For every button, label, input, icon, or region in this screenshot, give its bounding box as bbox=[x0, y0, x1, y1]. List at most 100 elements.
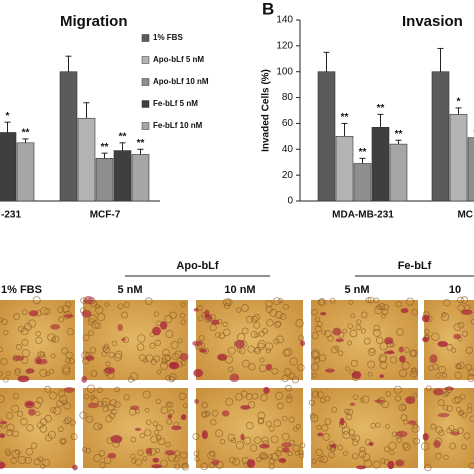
pore bbox=[30, 442, 38, 449]
pore bbox=[443, 454, 449, 460]
pore bbox=[347, 323, 353, 329]
bar bbox=[77, 117, 96, 202]
pore bbox=[367, 360, 376, 369]
pore bbox=[207, 451, 216, 460]
pore bbox=[250, 331, 258, 339]
stained-cell bbox=[17, 375, 30, 383]
pore bbox=[35, 330, 41, 337]
chart-title: Migration bbox=[60, 13, 128, 30]
stained-cell bbox=[422, 336, 429, 343]
stained-cell bbox=[332, 327, 342, 336]
legend-label: Apo-bLf 5 nM bbox=[153, 55, 204, 64]
pore bbox=[241, 304, 249, 312]
stained-cell bbox=[179, 353, 189, 361]
stained-cell bbox=[83, 296, 94, 305]
pore bbox=[168, 375, 175, 383]
pore bbox=[130, 436, 137, 443]
pore bbox=[181, 462, 190, 471]
pore bbox=[375, 336, 384, 345]
pore bbox=[144, 297, 153, 306]
pore bbox=[62, 367, 71, 376]
pore bbox=[310, 362, 319, 371]
legend-swatch bbox=[141, 122, 150, 130]
pore bbox=[251, 392, 259, 400]
pore bbox=[361, 395, 370, 404]
pore bbox=[402, 442, 409, 449]
pore bbox=[39, 351, 46, 358]
pore bbox=[310, 414, 319, 423]
pore bbox=[265, 299, 273, 308]
bar bbox=[113, 150, 132, 202]
pore bbox=[352, 394, 359, 400]
stained-cell bbox=[145, 447, 153, 455]
pore bbox=[162, 348, 171, 357]
pore bbox=[121, 311, 128, 319]
significance-marker: ** bbox=[341, 112, 349, 123]
pore bbox=[57, 389, 66, 398]
pore bbox=[82, 334, 90, 341]
pore bbox=[155, 434, 162, 441]
stained-cell bbox=[246, 459, 256, 468]
pore bbox=[109, 399, 118, 407]
pore bbox=[214, 332, 221, 338]
pore bbox=[399, 369, 408, 378]
stained-cell bbox=[384, 337, 394, 345]
pore bbox=[276, 402, 284, 410]
pore bbox=[59, 395, 68, 404]
pore bbox=[363, 337, 371, 345]
stained-cell bbox=[104, 366, 116, 375]
stained-cell bbox=[110, 435, 123, 443]
pore bbox=[253, 347, 261, 355]
pore bbox=[57, 306, 64, 314]
stained-cell bbox=[259, 443, 270, 449]
pore bbox=[51, 335, 60, 343]
pore bbox=[318, 354, 327, 362]
pore bbox=[248, 363, 256, 371]
pore bbox=[161, 354, 171, 363]
pore bbox=[13, 313, 21, 321]
pore bbox=[160, 406, 169, 414]
pore bbox=[86, 384, 96, 393]
pore bbox=[461, 330, 469, 337]
pore bbox=[406, 297, 415, 306]
pore bbox=[288, 416, 295, 423]
stained-cell bbox=[129, 405, 140, 411]
pore bbox=[0, 317, 4, 323]
pore bbox=[315, 448, 323, 456]
pore bbox=[298, 335, 305, 342]
pore bbox=[47, 333, 56, 342]
pore bbox=[388, 441, 397, 450]
pore bbox=[137, 334, 146, 343]
pore bbox=[322, 433, 331, 441]
pore bbox=[153, 355, 161, 363]
stained-cell bbox=[356, 465, 367, 470]
pore bbox=[311, 309, 318, 316]
pore bbox=[367, 296, 375, 304]
pore bbox=[275, 391, 284, 400]
stained-cell bbox=[282, 447, 290, 453]
stained-cell bbox=[24, 400, 35, 409]
pore bbox=[443, 299, 451, 307]
pore bbox=[36, 397, 44, 405]
pore bbox=[154, 429, 160, 436]
pore bbox=[169, 311, 177, 319]
pore bbox=[455, 406, 462, 413]
pore bbox=[384, 446, 390, 453]
stained-cell bbox=[449, 431, 460, 436]
stained-cell bbox=[379, 374, 384, 379]
pore bbox=[411, 308, 419, 316]
pore bbox=[446, 405, 453, 412]
column-label: 10 bbox=[449, 284, 461, 296]
pore bbox=[61, 305, 70, 313]
pore bbox=[396, 328, 404, 336]
pore bbox=[448, 425, 455, 432]
stained-cell bbox=[234, 340, 246, 349]
pore bbox=[265, 347, 271, 354]
legend-label: 1% FBS bbox=[153, 33, 183, 42]
pore bbox=[62, 399, 68, 406]
x-tick-label: MC bbox=[457, 210, 473, 221]
pore bbox=[468, 462, 474, 470]
pore bbox=[20, 327, 29, 336]
stained-cell bbox=[28, 310, 39, 317]
pore bbox=[108, 351, 115, 359]
